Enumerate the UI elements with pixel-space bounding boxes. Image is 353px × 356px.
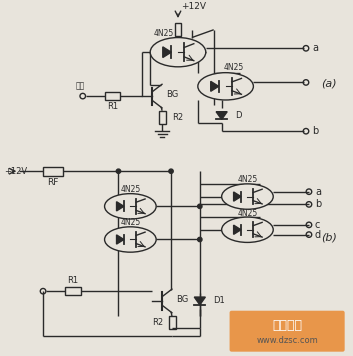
Text: b: b: [315, 199, 321, 209]
Polygon shape: [116, 202, 124, 211]
Text: 4N25: 4N25: [237, 209, 258, 218]
Text: R1: R1: [107, 102, 118, 111]
Text: D: D: [235, 111, 242, 120]
Ellipse shape: [104, 227, 156, 252]
Text: +12V: +12V: [181, 2, 206, 11]
Polygon shape: [116, 235, 124, 244]
Polygon shape: [234, 225, 241, 234]
Circle shape: [198, 237, 202, 242]
Bar: [158, 111, 166, 124]
Bar: [169, 316, 175, 329]
Text: c: c: [315, 220, 320, 230]
Text: RF: RF: [47, 178, 59, 187]
Ellipse shape: [222, 217, 273, 242]
Polygon shape: [194, 297, 205, 305]
Text: 4N25: 4N25: [237, 176, 258, 184]
Text: d: d: [315, 230, 321, 240]
Ellipse shape: [222, 184, 273, 209]
Text: 输入: 输入: [75, 82, 84, 91]
Text: b: b: [312, 126, 318, 136]
Text: www.dzsc.com: www.dzsc.com: [256, 336, 318, 345]
Polygon shape: [234, 192, 241, 201]
Ellipse shape: [150, 37, 206, 67]
Polygon shape: [216, 112, 227, 120]
Polygon shape: [163, 47, 171, 58]
Circle shape: [198, 204, 202, 209]
Bar: [104, 92, 120, 100]
Ellipse shape: [104, 194, 156, 219]
Text: (b): (b): [321, 232, 337, 242]
Text: R2: R2: [152, 318, 164, 327]
Text: a: a: [312, 43, 318, 53]
Text: R1: R1: [67, 276, 78, 285]
Circle shape: [116, 204, 121, 209]
Text: 维库一下: 维库一下: [272, 319, 302, 332]
Text: R2: R2: [172, 113, 183, 122]
Bar: [65, 287, 81, 295]
Text: 4N25: 4N25: [223, 63, 244, 72]
Text: 4N25: 4N25: [120, 219, 140, 227]
Text: a: a: [315, 187, 321, 197]
Text: 4N25: 4N25: [154, 29, 174, 38]
Bar: [174, 23, 181, 36]
Circle shape: [196, 50, 200, 54]
Ellipse shape: [198, 73, 253, 100]
Text: D1: D1: [213, 297, 225, 305]
FancyBboxPatch shape: [229, 311, 345, 352]
Polygon shape: [211, 82, 219, 91]
Text: +12V: +12V: [4, 167, 28, 176]
Text: BG: BG: [166, 90, 178, 99]
Text: BG: BG: [176, 294, 188, 304]
Circle shape: [169, 169, 173, 173]
Circle shape: [116, 235, 121, 240]
Text: (a): (a): [321, 78, 337, 88]
Text: 4N25: 4N25: [120, 185, 140, 194]
Circle shape: [116, 169, 121, 173]
Bar: [43, 167, 63, 176]
